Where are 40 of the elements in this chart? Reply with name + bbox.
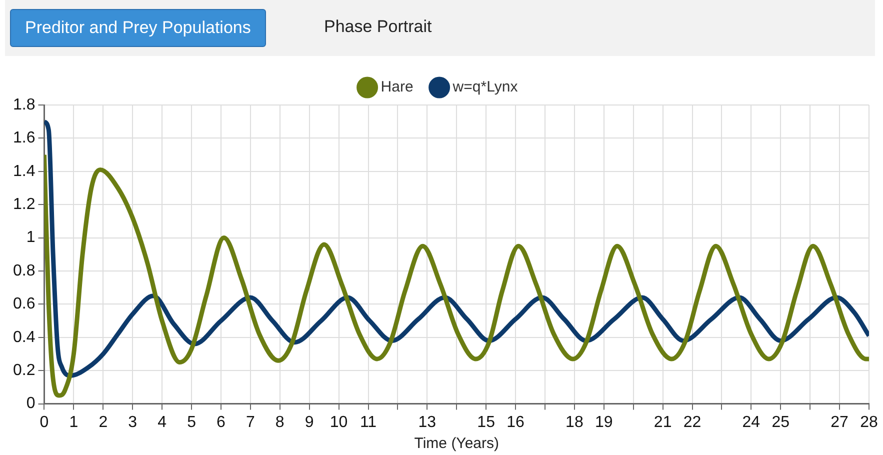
x-axis-title: Time (Years) (414, 435, 499, 452)
x-tick-label: 11 (360, 414, 377, 431)
x-tick-label: 27 (830, 414, 849, 431)
x-tick-label: 15 (477, 414, 496, 431)
y-tick-label: 0.6 (12, 296, 36, 313)
line-series (44, 119, 869, 378)
x-tick-label: 8 (275, 414, 284, 431)
y-tick-label: 1.6 (12, 130, 36, 147)
x-tick-label: 2 (98, 414, 108, 431)
x-tick-label: 18 (566, 414, 584, 431)
line-series (44, 152, 869, 398)
text: Phase Portrait (323, 16, 433, 38)
x-tick-label: 13 (418, 414, 436, 431)
x-tick-label: 7 (246, 414, 255, 431)
x-tick-label: 21 (654, 414, 672, 431)
x-tick-label: 1 (69, 414, 78, 431)
x-tick-label: 9 (304, 414, 314, 431)
x-tick-label: 22 (683, 414, 702, 431)
legend-label: Hare (380, 78, 414, 96)
x-tick-label: 10 (330, 414, 348, 431)
legend-label: w=q*Lynx (452, 78, 518, 96)
y-tick-label: 1.2 (12, 196, 36, 214)
y-tick-label: 1.4 (12, 162, 36, 180)
x-tick-label: 6 (216, 414, 226, 431)
x-tick-label: 16 (506, 414, 525, 431)
y-tick-label: 1 (26, 229, 36, 246)
text: Preditor and Prey Populations (10, 9, 266, 47)
x-tick-label: 0 (40, 414, 49, 431)
y-tick-label: 0 (26, 395, 36, 412)
x-tick-label: 19 (595, 414, 613, 431)
x-tick-label: 3 (128, 414, 138, 431)
x-tick-label: 28 (860, 414, 878, 431)
x-tick-label: 24 (742, 414, 760, 431)
y-tick-label: 0.8 (12, 262, 36, 280)
x-tick-label: 4 (158, 414, 167, 431)
x-tick-label: 25 (772, 414, 790, 431)
x-tick-label: 5 (187, 414, 196, 431)
y-tick-label: 0.2 (12, 362, 36, 380)
y-tick-label: 0.4 (12, 328, 36, 346)
y-tick-label: 1.8 (12, 96, 36, 114)
